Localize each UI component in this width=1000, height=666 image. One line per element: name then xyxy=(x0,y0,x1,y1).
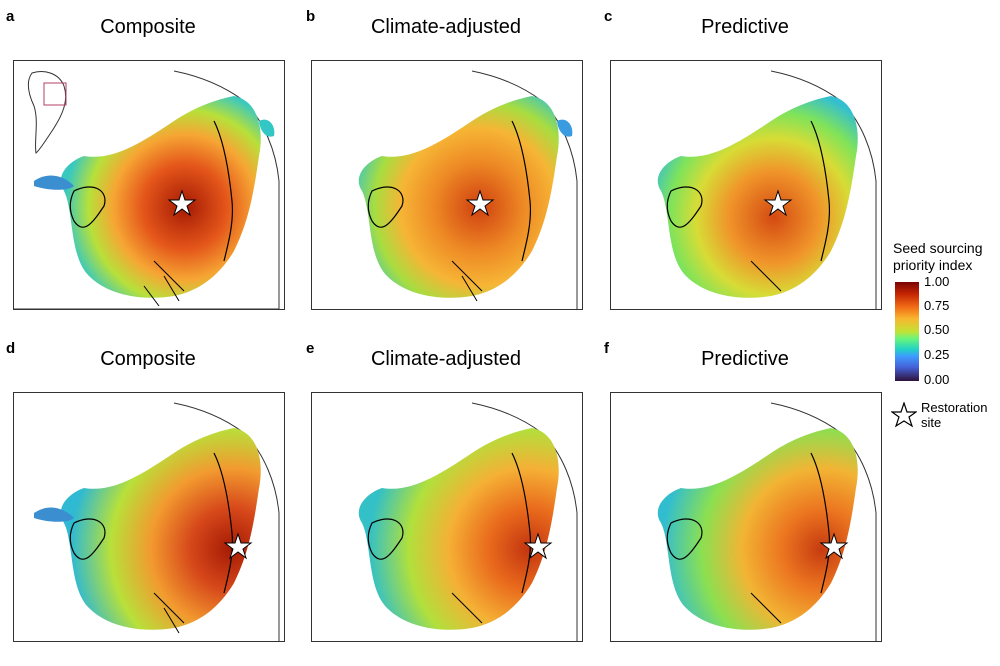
panel-letter-c: c xyxy=(604,8,613,25)
panel-title-b: Climate-adjusted xyxy=(370,16,522,38)
panel-title-f: Predictive xyxy=(701,348,789,370)
map-panel-e xyxy=(311,392,583,642)
map-panel-f xyxy=(610,392,882,642)
legend-star-label-line2: site xyxy=(921,415,942,430)
legend-star-label: Restoration site xyxy=(921,400,987,430)
panel-letter-f: f xyxy=(604,340,609,357)
panel-letter-d: d xyxy=(6,340,16,357)
panel-title-c: Predictive xyxy=(701,16,789,38)
restoration-site-star-icon xyxy=(223,532,253,560)
colorbar-tick-1: 1.00 xyxy=(924,274,950,289)
panel-letter-b: b xyxy=(306,8,316,25)
restoration-site-star-icon xyxy=(465,189,495,217)
restoration-site-star-icon xyxy=(523,532,553,560)
colorbar xyxy=(895,282,919,381)
panel-title-d: Composite xyxy=(100,348,196,370)
colorbar-tick-075: 0.75 xyxy=(924,298,950,313)
restoration-site-star-icon xyxy=(763,189,793,217)
colorbar-tick-000: 0.00 xyxy=(924,372,950,387)
restoration-site-star-icon xyxy=(167,189,197,217)
panel-letter-e: e xyxy=(306,340,315,357)
panel-letter-a: a xyxy=(6,8,15,25)
map-panel-a xyxy=(13,60,285,310)
legend-title-line1: Seed sourcing xyxy=(893,240,983,256)
restoration-site-star-icon xyxy=(819,532,849,560)
colorbar-tick-050: 0.50 xyxy=(924,322,950,337)
map-panel-b xyxy=(311,60,583,310)
legend-title-line2: priority index xyxy=(893,257,973,273)
legend-title: Seed sourcing priority index xyxy=(893,240,983,274)
map-panel-d xyxy=(13,392,285,642)
panel-title-e: Climate-adjusted xyxy=(370,348,522,370)
map-panel-c xyxy=(610,60,882,310)
panel-title-a: Composite xyxy=(100,16,196,38)
legend-star-icon xyxy=(891,402,917,428)
colorbar-tick-025: 0.25 xyxy=(924,347,950,362)
legend-star-label-line1: Restoration xyxy=(921,400,988,415)
